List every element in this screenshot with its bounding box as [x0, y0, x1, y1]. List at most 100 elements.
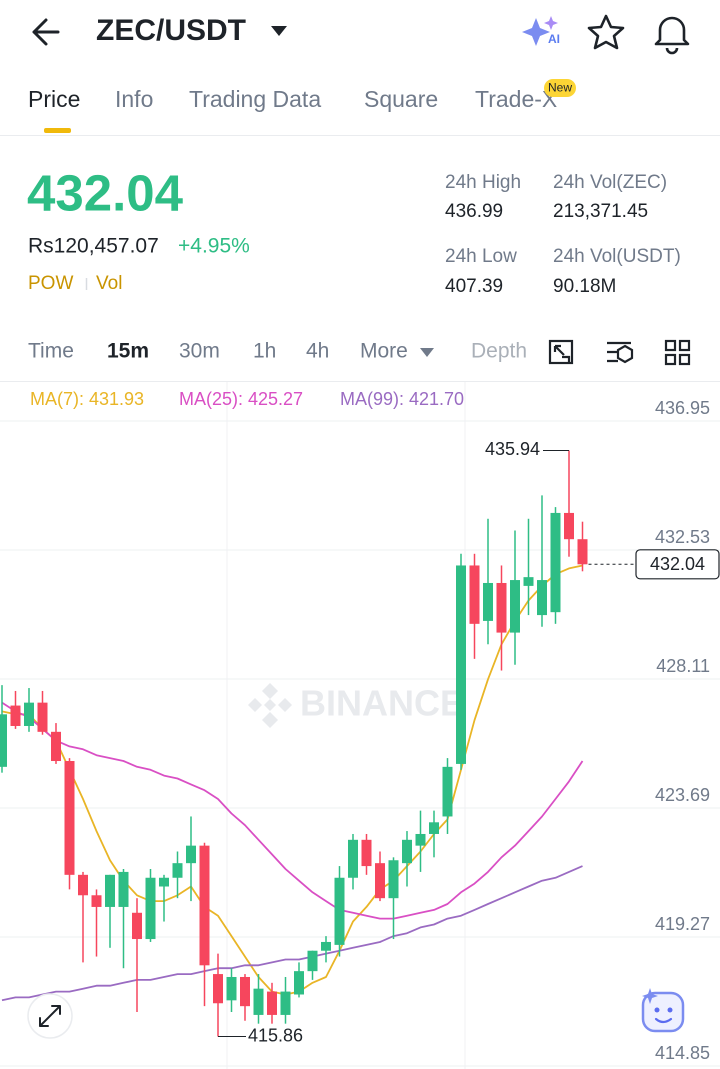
grid: 436.95 432.53 428.11 423.69 419.27 414.85	[0, 398, 720, 1067]
interval[interactable]: More	[360, 340, 408, 363]
candle-body	[10, 705, 21, 726]
chart: BINANCE 436.95 432.53 428.11 423.69 419.27 41…	[0, 382, 720, 1069]
pair-dropdown[interactable]	[271, 26, 287, 36]
stats: 24h High 436.99 24h Vol(ZEC) 213,371.45 …	[445, 172, 681, 297]
tab[interactable]: Info	[115, 86, 153, 112]
candle-body	[294, 971, 304, 995]
fiat-price: Rs120,457.07	[28, 235, 159, 258]
interval[interactable]: Depth	[471, 340, 527, 363]
candle-body	[280, 991, 291, 1015]
tab[interactable]: Square	[364, 86, 438, 112]
candle-body	[537, 580, 547, 616]
pair-title[interactable]: ZEC/USDT	[96, 14, 246, 47]
moving-averages	[1, 564, 584, 1002]
candles	[0, 450, 588, 1037]
candle-body	[78, 874, 88, 896]
candle-body	[253, 988, 264, 1015]
legend-entry: MA(25): 425.27	[179, 389, 303, 409]
stat-label: 24h Vol(USDT)	[553, 246, 681, 267]
interval[interactable]: Time	[28, 340, 74, 363]
candle-body	[429, 822, 439, 834]
candle-body	[51, 731, 61, 762]
candle-body	[226, 976, 237, 1001]
layout-button[interactable]	[664, 339, 691, 366]
interval[interactable]: 1h	[253, 340, 276, 363]
tab-indicator	[44, 128, 71, 133]
candle-body	[213, 974, 223, 1004]
candle-body	[361, 839, 372, 867]
candle-body	[415, 833, 426, 846]
candle-body	[24, 702, 34, 726]
fade	[532, 330, 550, 374]
tab[interactable]: Trade-X	[475, 86, 557, 112]
candle-body	[64, 761, 75, 875]
candle-body	[402, 839, 412, 864]
y-tick-label: 436.95	[655, 398, 710, 418]
interval[interactable]: 4h	[306, 340, 329, 363]
ai-assistant-button[interactable]	[641, 988, 685, 1033]
ma-line	[1, 701, 584, 920]
interval[interactable]: 30m	[179, 340, 220, 363]
more-dropdown[interactable]	[420, 348, 434, 357]
stat-value: 436.99	[445, 201, 503, 222]
candle-body	[199, 845, 210, 966]
stat-value: 407.39	[445, 276, 503, 297]
ma-line	[1, 865, 583, 1002]
legend-entry: MA(7): 431.93	[30, 389, 144, 409]
y-tick-label: 419.27	[655, 914, 710, 934]
candle-body	[442, 766, 453, 817]
tag[interactable]: Vol	[96, 273, 122, 294]
price-change: +4.95%	[178, 235, 250, 258]
back-button[interactable]	[32, 18, 60, 46]
header: ZEC/USDT AI	[32, 14, 690, 55]
candle-body	[469, 565, 480, 624]
tag[interactable]: POW	[28, 273, 73, 294]
candle-body	[564, 512, 574, 540]
fullscreen-button[interactable]	[27, 993, 73, 1039]
candle-body	[375, 863, 385, 899]
candle-body	[388, 860, 399, 899]
stat-label: 24h Low	[445, 246, 517, 267]
interval-bar: Time 15m 30m 1h 4h More Depth	[0, 330, 720, 382]
candle-body	[240, 976, 250, 1007]
candle-body	[0, 714, 7, 767]
new-badge	[544, 79, 576, 97]
watermark: BINANCE	[300, 683, 464, 724]
y-tick-label: 414.85	[655, 1043, 710, 1063]
candle-body	[334, 877, 345, 945]
indicator-button[interactable]	[607, 341, 634, 364]
candle-body	[105, 874, 115, 907]
favorite-button[interactable]	[587, 14, 625, 50]
stat-value: 90.18M	[553, 276, 616, 297]
candle-body	[523, 577, 534, 586]
candle-body	[186, 845, 196, 864]
alert-button[interactable]	[654, 16, 690, 55]
candle-body	[91, 895, 102, 907]
candle-body	[37, 702, 48, 732]
chart-settings-button[interactable]	[548, 339, 574, 365]
candle-body	[510, 580, 520, 633]
stat-label: 24h High	[445, 172, 521, 193]
candle-body	[577, 539, 588, 565]
y-tick-label: 423.69	[655, 785, 710, 805]
candle-body	[307, 950, 318, 972]
candle-body	[550, 512, 561, 613]
stat-label: 24h Vol(ZEC)	[553, 172, 667, 193]
candle-body	[118, 871, 129, 907]
candle-body	[267, 991, 277, 1015]
ai-button[interactable]: AI	[522, 16, 560, 46]
tab[interactable]: Trading Data	[189, 86, 321, 112]
ai-label: AI	[548, 32, 560, 46]
candle-body	[496, 582, 507, 633]
candle-body	[348, 839, 358, 878]
min-label: 415.86	[248, 1025, 303, 1045]
candle-body	[172, 863, 183, 878]
tab[interactable]: Price	[28, 86, 80, 112]
interval[interactable]: 15m	[107, 340, 149, 363]
ma-line	[1, 564, 583, 996]
y-tick-label: 432.53	[655, 527, 710, 547]
max-label: 435.94	[485, 439, 540, 459]
watermark-logo	[248, 683, 292, 728]
